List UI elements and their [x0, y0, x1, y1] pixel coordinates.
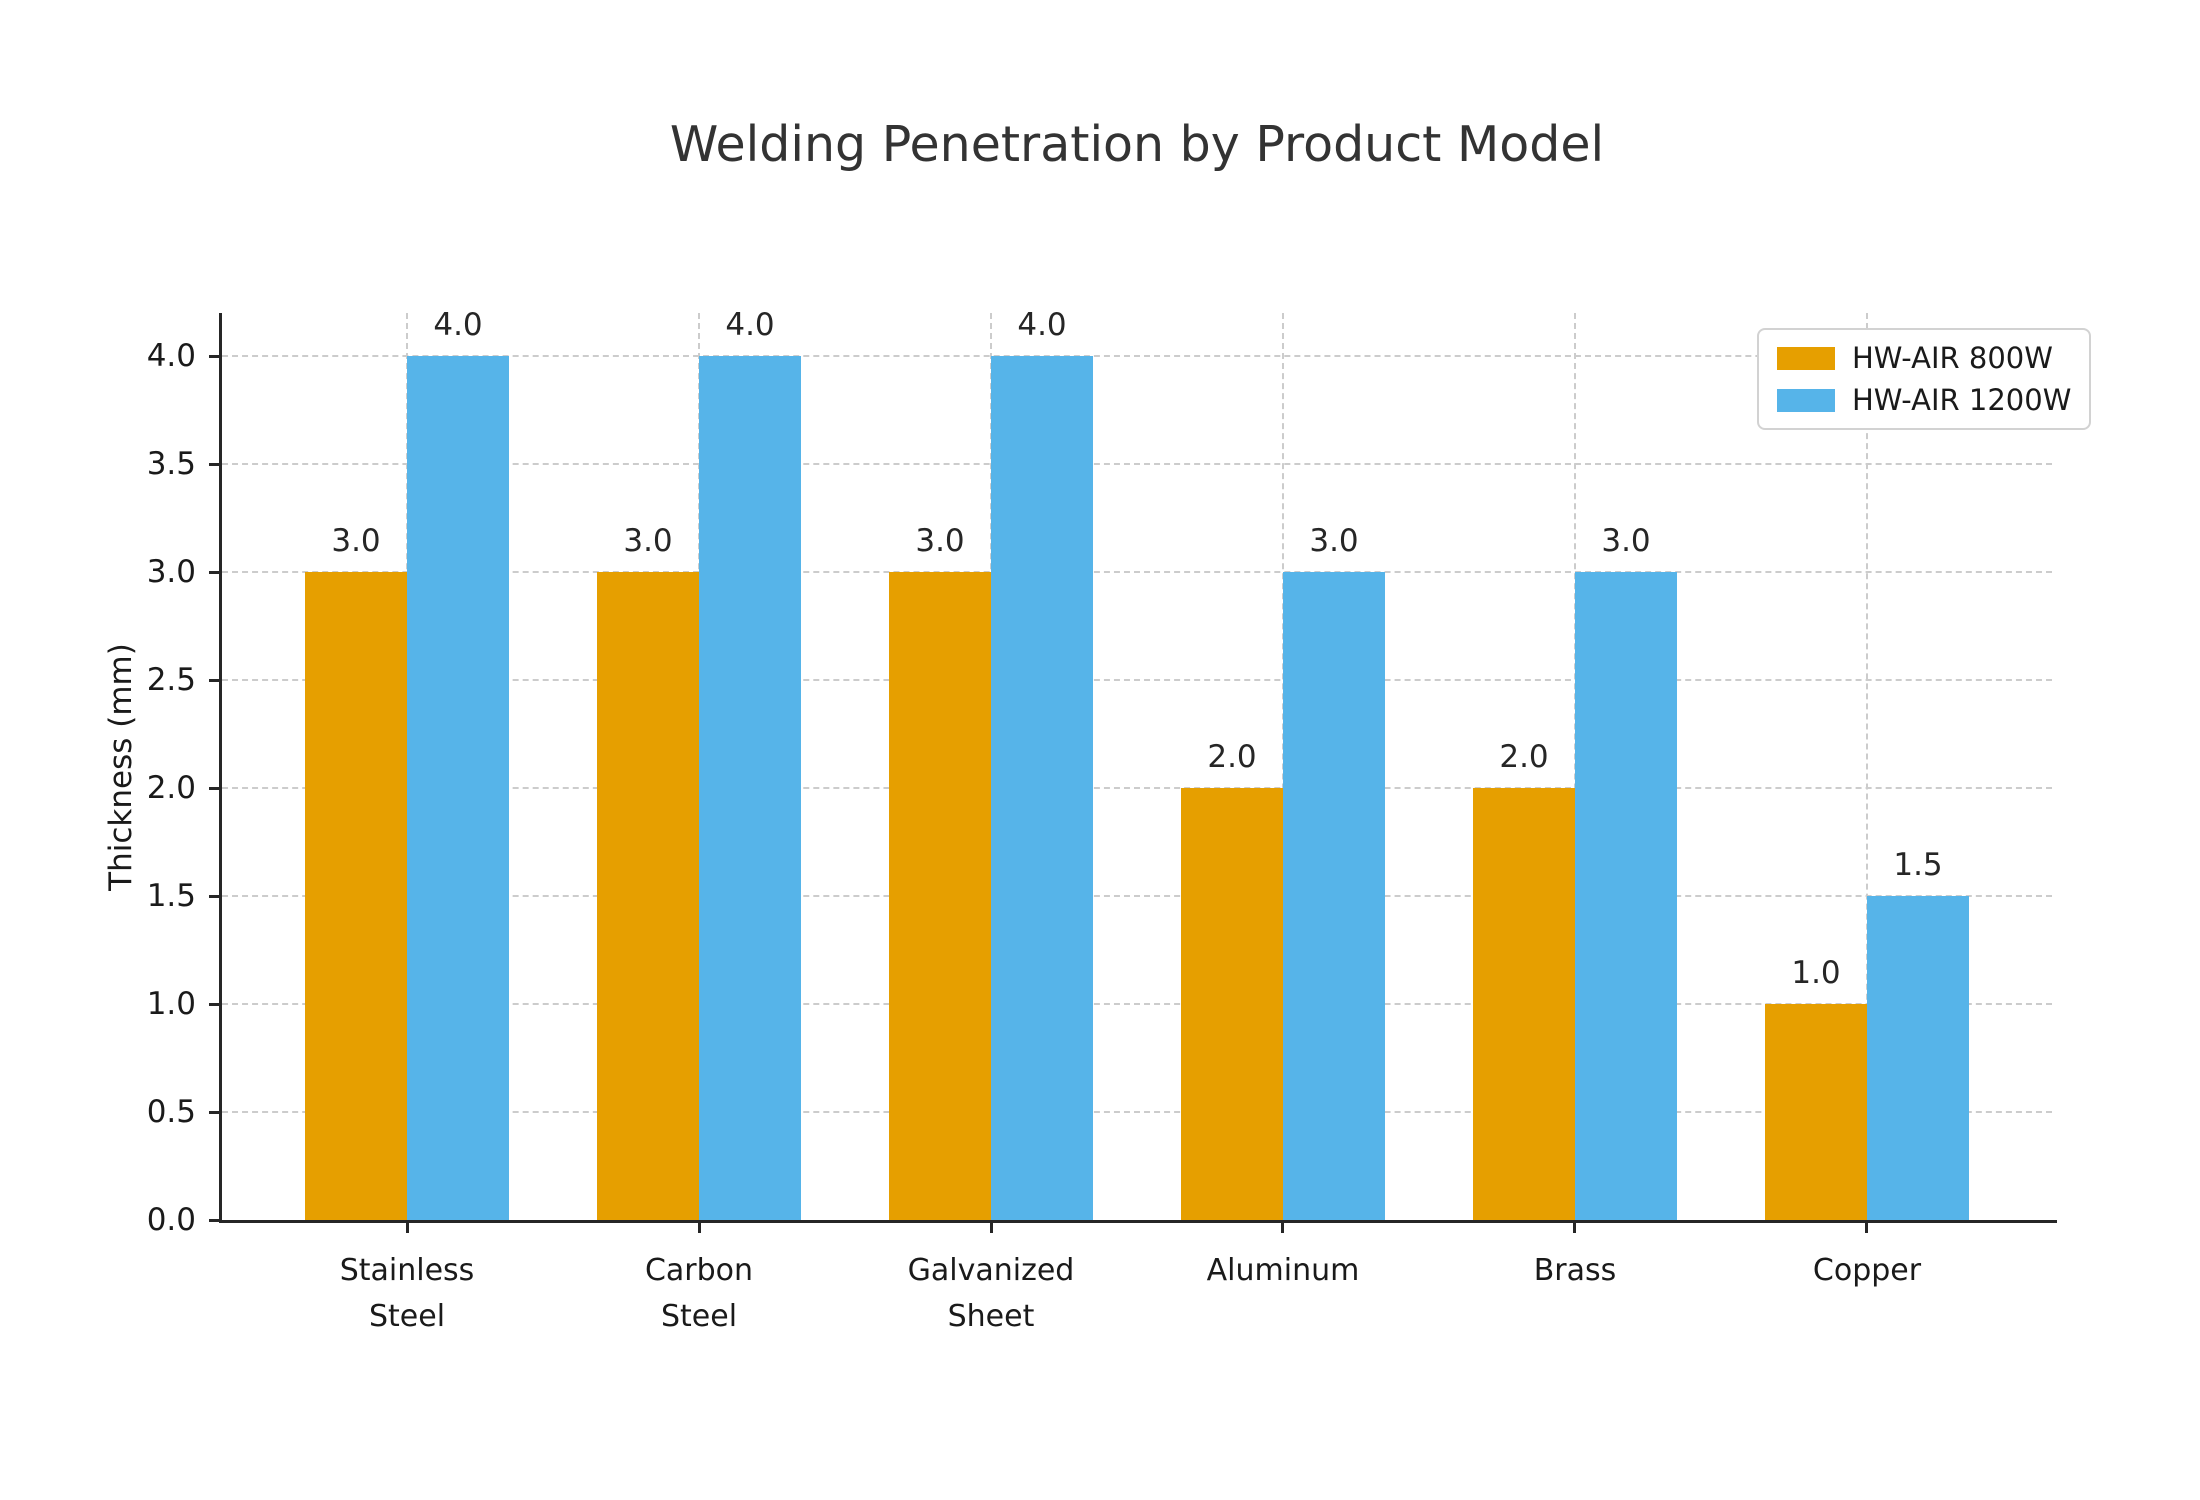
bar-value-label: 2.0 [1499, 739, 1549, 775]
bar-hw-air-800w-galvanized-sheet [889, 572, 991, 1220]
x-tick-mark [406, 1223, 409, 1233]
y-tick-label: 2.5 [146, 662, 196, 698]
gridline-horizontal [222, 1111, 2052, 1113]
gridline-horizontal [222, 571, 2052, 573]
bar-value-label: 3.0 [331, 523, 381, 559]
y-tick-mark [209, 1003, 219, 1006]
x-tick-mark [698, 1223, 701, 1233]
y-axis-spine [219, 313, 222, 1223]
gridline-horizontal [222, 1003, 2052, 1005]
bar-hw-air-800w-stainless-steel [305, 572, 407, 1220]
x-tick-label-carbon-steel: Carbon Steel [644, 1253, 754, 1334]
y-tick-mark [209, 463, 219, 466]
x-tick-label-brass: Brass [1533, 1253, 1617, 1288]
gridline-horizontal [222, 895, 2052, 897]
y-tick-mark [209, 895, 219, 898]
bar-hw-air-800w-carbon-steel [597, 572, 699, 1220]
y-tick-mark [209, 1111, 219, 1114]
bar-value-label: 1.0 [1791, 955, 1841, 991]
bar-hw-air-800w-brass [1473, 788, 1575, 1220]
bar-value-label: 2.0 [1207, 739, 1257, 775]
bar-hw-air-1200w-aluminum [1283, 572, 1385, 1220]
bar-value-label: 3.0 [1601, 523, 1651, 559]
x-tick-label-stainless-steel: Stainless Steel [339, 1253, 475, 1334]
bar-value-label: 3.0 [623, 523, 673, 559]
bar-hw-air-800w-copper [1765, 1004, 1867, 1220]
x-tick-label-galvanized-sheet: Galvanized Sheet [907, 1253, 1075, 1334]
bar-hw-air-1200w-brass [1575, 572, 1677, 1220]
gridline-vertical [1866, 313, 1868, 1220]
y-tick-mark [209, 679, 219, 682]
y-tick-label: 3.5 [146, 446, 196, 482]
gridline-horizontal [222, 463, 2052, 465]
gridline-horizontal [222, 679, 2052, 681]
bar-hw-air-1200w-galvanized-sheet [991, 356, 1093, 1220]
y-tick-label: 2.0 [146, 770, 196, 806]
x-tick-mark [990, 1223, 993, 1233]
y-tick-mark [209, 355, 219, 358]
legend-swatch-hw-air-800w [1777, 346, 1835, 370]
bar-value-label: 4.0 [433, 307, 483, 343]
bar-value-label: 3.0 [915, 523, 965, 559]
legend-swatch-hw-air-1200w [1777, 388, 1835, 412]
y-tick-label: 0.0 [146, 1202, 196, 1238]
bar-hw-air-800w-aluminum [1181, 788, 1283, 1220]
bar-value-label: 4.0 [725, 307, 775, 343]
bar-value-label: 1.5 [1893, 847, 1943, 883]
chart-title: Welding Penetration by Product Model [669, 116, 1605, 173]
y-tick-label: 1.5 [146, 878, 196, 914]
y-tick-label: 1.0 [146, 986, 196, 1022]
bar-hw-air-1200w-copper [1867, 896, 1969, 1220]
x-tick-label-aluminum: Aluminum [1206, 1253, 1360, 1288]
y-tick-label: 3.0 [146, 554, 196, 590]
bar-value-label: 3.0 [1309, 523, 1359, 559]
x-tick-mark [1865, 1223, 1868, 1233]
x-tick-label-copper: Copper [1812, 1253, 1922, 1288]
bar-value-label: 4.0 [1017, 307, 1067, 343]
y-tick-mark [209, 1219, 219, 1222]
y-tick-mark [209, 787, 219, 790]
y-tick-label: 0.5 [146, 1094, 196, 1130]
gridline-horizontal [222, 355, 2052, 357]
x-tick-mark [1281, 1223, 1284, 1233]
y-tick-mark [209, 571, 219, 574]
x-tick-mark [1573, 1223, 1576, 1233]
legend-item-hw-air-800w: HW-AIR 800W [1777, 341, 2071, 375]
y-tick-label: 4.0 [146, 338, 196, 374]
legend: HW-AIR 800W HW-AIR 1200W [1757, 328, 2092, 430]
legend-label-hw-air-800w: HW-AIR 800W [1852, 341, 2053, 375]
gridline-horizontal [222, 787, 2052, 789]
legend-label-hw-air-1200w: HW-AIR 1200W [1852, 383, 2072, 417]
x-axis-spine [219, 1220, 2057, 1223]
bar-hw-air-1200w-stainless-steel [407, 356, 509, 1220]
bar-hw-air-1200w-carbon-steel [699, 356, 801, 1220]
legend-item-hw-air-1200w: HW-AIR 1200W [1777, 383, 2071, 417]
